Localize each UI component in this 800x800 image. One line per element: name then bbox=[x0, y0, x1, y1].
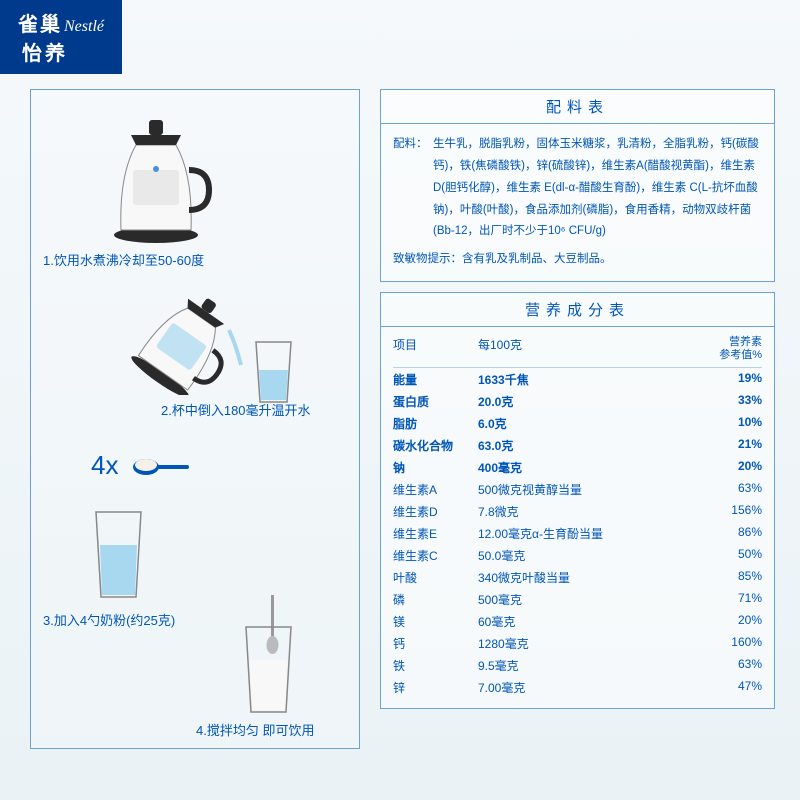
kettle-icon bbox=[101, 115, 221, 245]
nutrition-row: 叶酸340微克叶酸当量85% bbox=[393, 566, 762, 588]
ingredients-panel: 配料表 配料：生牛乳，脱脂乳粉，固体玉米糖浆，乳清粉，全脂乳粉，钙(碳酸钙)，铁… bbox=[380, 89, 775, 282]
nutrition-row: 碳水化合物63.0克21% bbox=[393, 434, 762, 456]
nutrition-row: 脂肪6.0克10% bbox=[393, 412, 762, 434]
instructions-panel: 1.饮用水煮沸冷却至50-60度 2.杯中倒入180毫升温开水 bbox=[30, 89, 360, 749]
nutrition-row: 锌7.00毫克47% bbox=[393, 676, 762, 698]
scoop-icon bbox=[131, 455, 191, 485]
logo-en: Nestlé bbox=[64, 18, 104, 35]
nutrition-row: 蛋白质20.0克33% bbox=[393, 390, 762, 412]
nutrition-row: 维生素D7.8微克156% bbox=[393, 500, 762, 522]
four-x-label: 4x bbox=[91, 450, 118, 481]
nutrition-row: 钠400毫克20% bbox=[393, 456, 762, 478]
allergen-text: 致敏物提示：含有乳及乳制品、大豆制品。 bbox=[393, 249, 762, 271]
nutrition-panel: 营养成分表 项目 每100克 营养素 参考值% 能量1633千焦19%蛋白质20… bbox=[380, 292, 775, 709]
glass-icon bbox=[91, 510, 146, 605]
nutrition-row: 钙1280毫克160% bbox=[393, 632, 762, 654]
step-2-label: 2.杯中倒入180毫升温开水 bbox=[161, 400, 311, 419]
ingredients-body: 配料：生牛乳，脱脂乳粉，固体玉米糖浆，乳清粉，全脂乳粉，钙(碳酸钙)，铁(焦磷酸… bbox=[381, 124, 774, 281]
step-4-label: 4.搅拌均匀 即可饮用 bbox=[196, 720, 314, 739]
nutrition-row: 铁9.5毫克63% bbox=[393, 654, 762, 676]
nutrition-row: 维生素A500微克视黄醇当量63% bbox=[393, 478, 762, 500]
step-1-label: 1.饮用水煮沸冷却至50-60度 bbox=[43, 250, 204, 269]
col-item: 项目 bbox=[393, 336, 478, 362]
glass-icon bbox=[241, 625, 296, 720]
ingredients-label: 配料： bbox=[393, 134, 433, 243]
nutrition-title: 营养成分表 bbox=[381, 293, 774, 327]
logo-sub: 怡养 bbox=[22, 43, 68, 65]
ingredients-title: 配料表 bbox=[381, 90, 774, 124]
logo-cn: 雀巢 bbox=[18, 14, 62, 36]
nutrition-row: 维生素C50.0毫克50% bbox=[393, 544, 762, 566]
nutrition-row: 镁60毫克20% bbox=[393, 610, 762, 632]
ingredients-text: 生牛乳，脱脂乳粉，固体玉米糖浆，乳清粉，全脂乳粉，钙(碳酸钙)，铁(焦磷酸铁)，… bbox=[433, 134, 762, 243]
nutrition-row: 能量1633千焦19% bbox=[393, 368, 762, 390]
nutrition-row: 维生素E12.00毫克α-生育酚当量86% bbox=[393, 522, 762, 544]
kettle-pour-icon bbox=[131, 285, 261, 395]
col-per100: 每100克 bbox=[478, 336, 702, 362]
step-3-label: 3.加入4勺奶粉(约25克) bbox=[43, 610, 175, 629]
brand-logo: 雀巢Nestlé 怡养 bbox=[0, 0, 122, 74]
nutrition-row: 磷500毫克71% bbox=[393, 588, 762, 610]
col-nrv: 营养素 参考值% bbox=[702, 336, 762, 362]
nutrition-rows: 能量1633千焦19%蛋白质20.0克33%脂肪6.0克10%碳水化合物63.0… bbox=[393, 368, 762, 698]
nutrition-header: 项目 每100克 营养素 参考值% bbox=[393, 333, 762, 368]
